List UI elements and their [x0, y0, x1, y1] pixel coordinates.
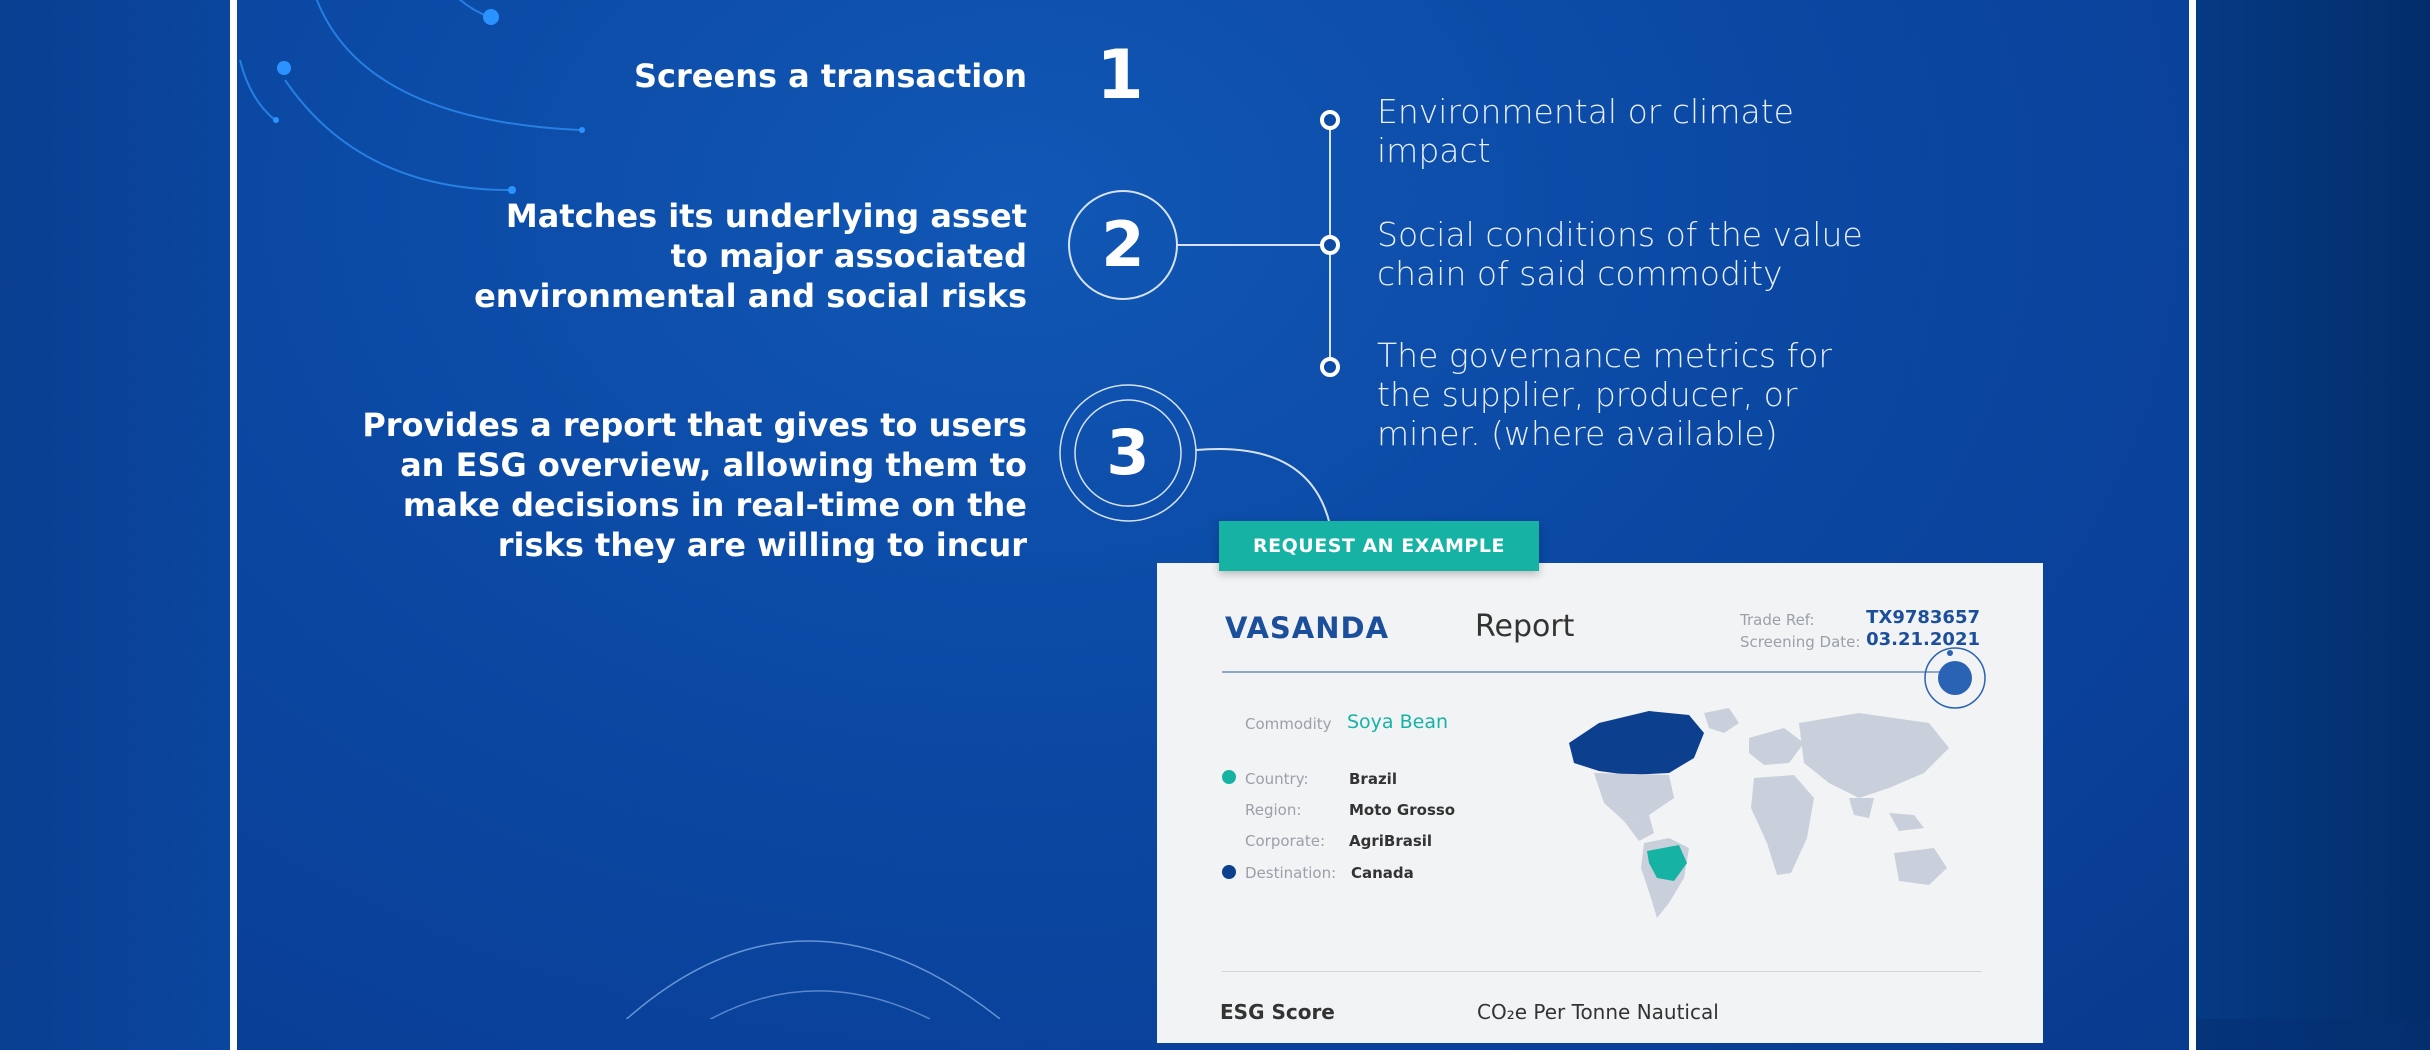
step-number-1: 1 [1096, 36, 1144, 115]
step-2-line: to major associated [670, 237, 1027, 275]
right-edge-band [2196, 0, 2430, 1019]
risk-environmental: Environmental or climate impact [1377, 92, 1897, 170]
step-number-2: 2 [1101, 208, 1145, 281]
region-label: Region: [1245, 801, 1302, 819]
risk-line: the supplier, producer, or [1377, 375, 1798, 414]
risk-line: impact [1377, 131, 1491, 170]
trade-ref-label: Trade Ref: [1740, 611, 1815, 629]
screening-date-label: Screening Date: [1740, 633, 1861, 651]
southeast-asia-shape [1889, 813, 1924, 831]
region-value: Moto Grosso [1349, 801, 1456, 819]
europe-shape [1749, 728, 1804, 765]
header-divider [1222, 671, 1962, 673]
brand-logo: VASANDA [1225, 611, 1390, 645]
trade-ref-value: TX9783657 [1866, 607, 1980, 628]
destination-label: Destination: [1245, 864, 1337, 882]
india-shape [1849, 798, 1874, 818]
section-divider [1222, 971, 1982, 972]
request-example-button[interactable]: REQUEST AN EXAMPLE [1219, 521, 1539, 571]
step-3-line: Provides a report that gives to users [362, 406, 1027, 444]
step-2-text: Matches its underlying asset to major as… [474, 196, 1027, 316]
step-3-line: risks they are willing to incur [497, 526, 1027, 564]
risk-line: Environmental or climate [1377, 92, 1794, 131]
destination-value: Canada [1351, 864, 1414, 882]
brazil-shape [1647, 845, 1687, 881]
co2-heading: CO₂e Per Tonne Nautical [1477, 1000, 1719, 1024]
step-3-text: Provides a report that gives to users an… [362, 405, 1027, 565]
country-label: Country: [1245, 770, 1309, 788]
screening-date-value: 03.21.2021 [1866, 629, 1980, 650]
asia-shape [1799, 713, 1949, 798]
africa-shape [1751, 775, 1814, 875]
risk-line: miner. (where available) [1377, 414, 1778, 453]
country-value: Brazil [1349, 770, 1397, 788]
esg-score-heading: ESG Score [1220, 1000, 1335, 1024]
risk-line: chain of said commodity [1377, 254, 1783, 293]
step-3-line: an ESG overview, allowing them to [400, 446, 1027, 484]
ref-values: TX9783657 03.21.2021 [1866, 607, 1980, 651]
step-3-line: make decisions in real-time on the [402, 486, 1027, 524]
risk-line: The governance metrics for [1377, 336, 1832, 375]
report-title: Report [1475, 609, 1575, 644]
risk-social: Social conditions of the value chain of … [1377, 215, 1897, 293]
world-map [1569, 708, 1949, 918]
australia-shape [1894, 848, 1947, 885]
step-number-3: 3 [1106, 416, 1150, 489]
commodity-value: Soya Bean [1347, 711, 1449, 733]
risk-governance: The governance metrics for the supplier,… [1377, 336, 1897, 453]
central-america-shape [1624, 815, 1654, 841]
step-2-line: Matches its underlying asset [505, 197, 1027, 235]
origin-dot [1222, 770, 1236, 784]
ref-labels: Trade Ref: Screening Date: [1740, 609, 1860, 653]
corporate-value: AgriBrasil [1349, 832, 1433, 850]
commodity-label: Commodity [1245, 715, 1332, 733]
corporate-label: Corporate: [1245, 832, 1326, 850]
report-card: VASANDA Report Trade Ref: Screening Date… [1157, 563, 2043, 1043]
destination-dot [1222, 865, 1236, 879]
decorative-network-lines [239, 0, 1340, 1019]
greenland-shape [1704, 708, 1739, 733]
location-marker-icon [1924, 647, 1986, 709]
step-1-line: Screens a transaction [634, 57, 1027, 95]
risk-line: Social conditions of the value [1377, 215, 1863, 254]
step-1-text: Screens a transaction [634, 56, 1027, 96]
step-2-line: environmental and social risks [474, 277, 1027, 315]
usa-shape [1594, 773, 1674, 821]
canada-shape [1569, 711, 1704, 775]
